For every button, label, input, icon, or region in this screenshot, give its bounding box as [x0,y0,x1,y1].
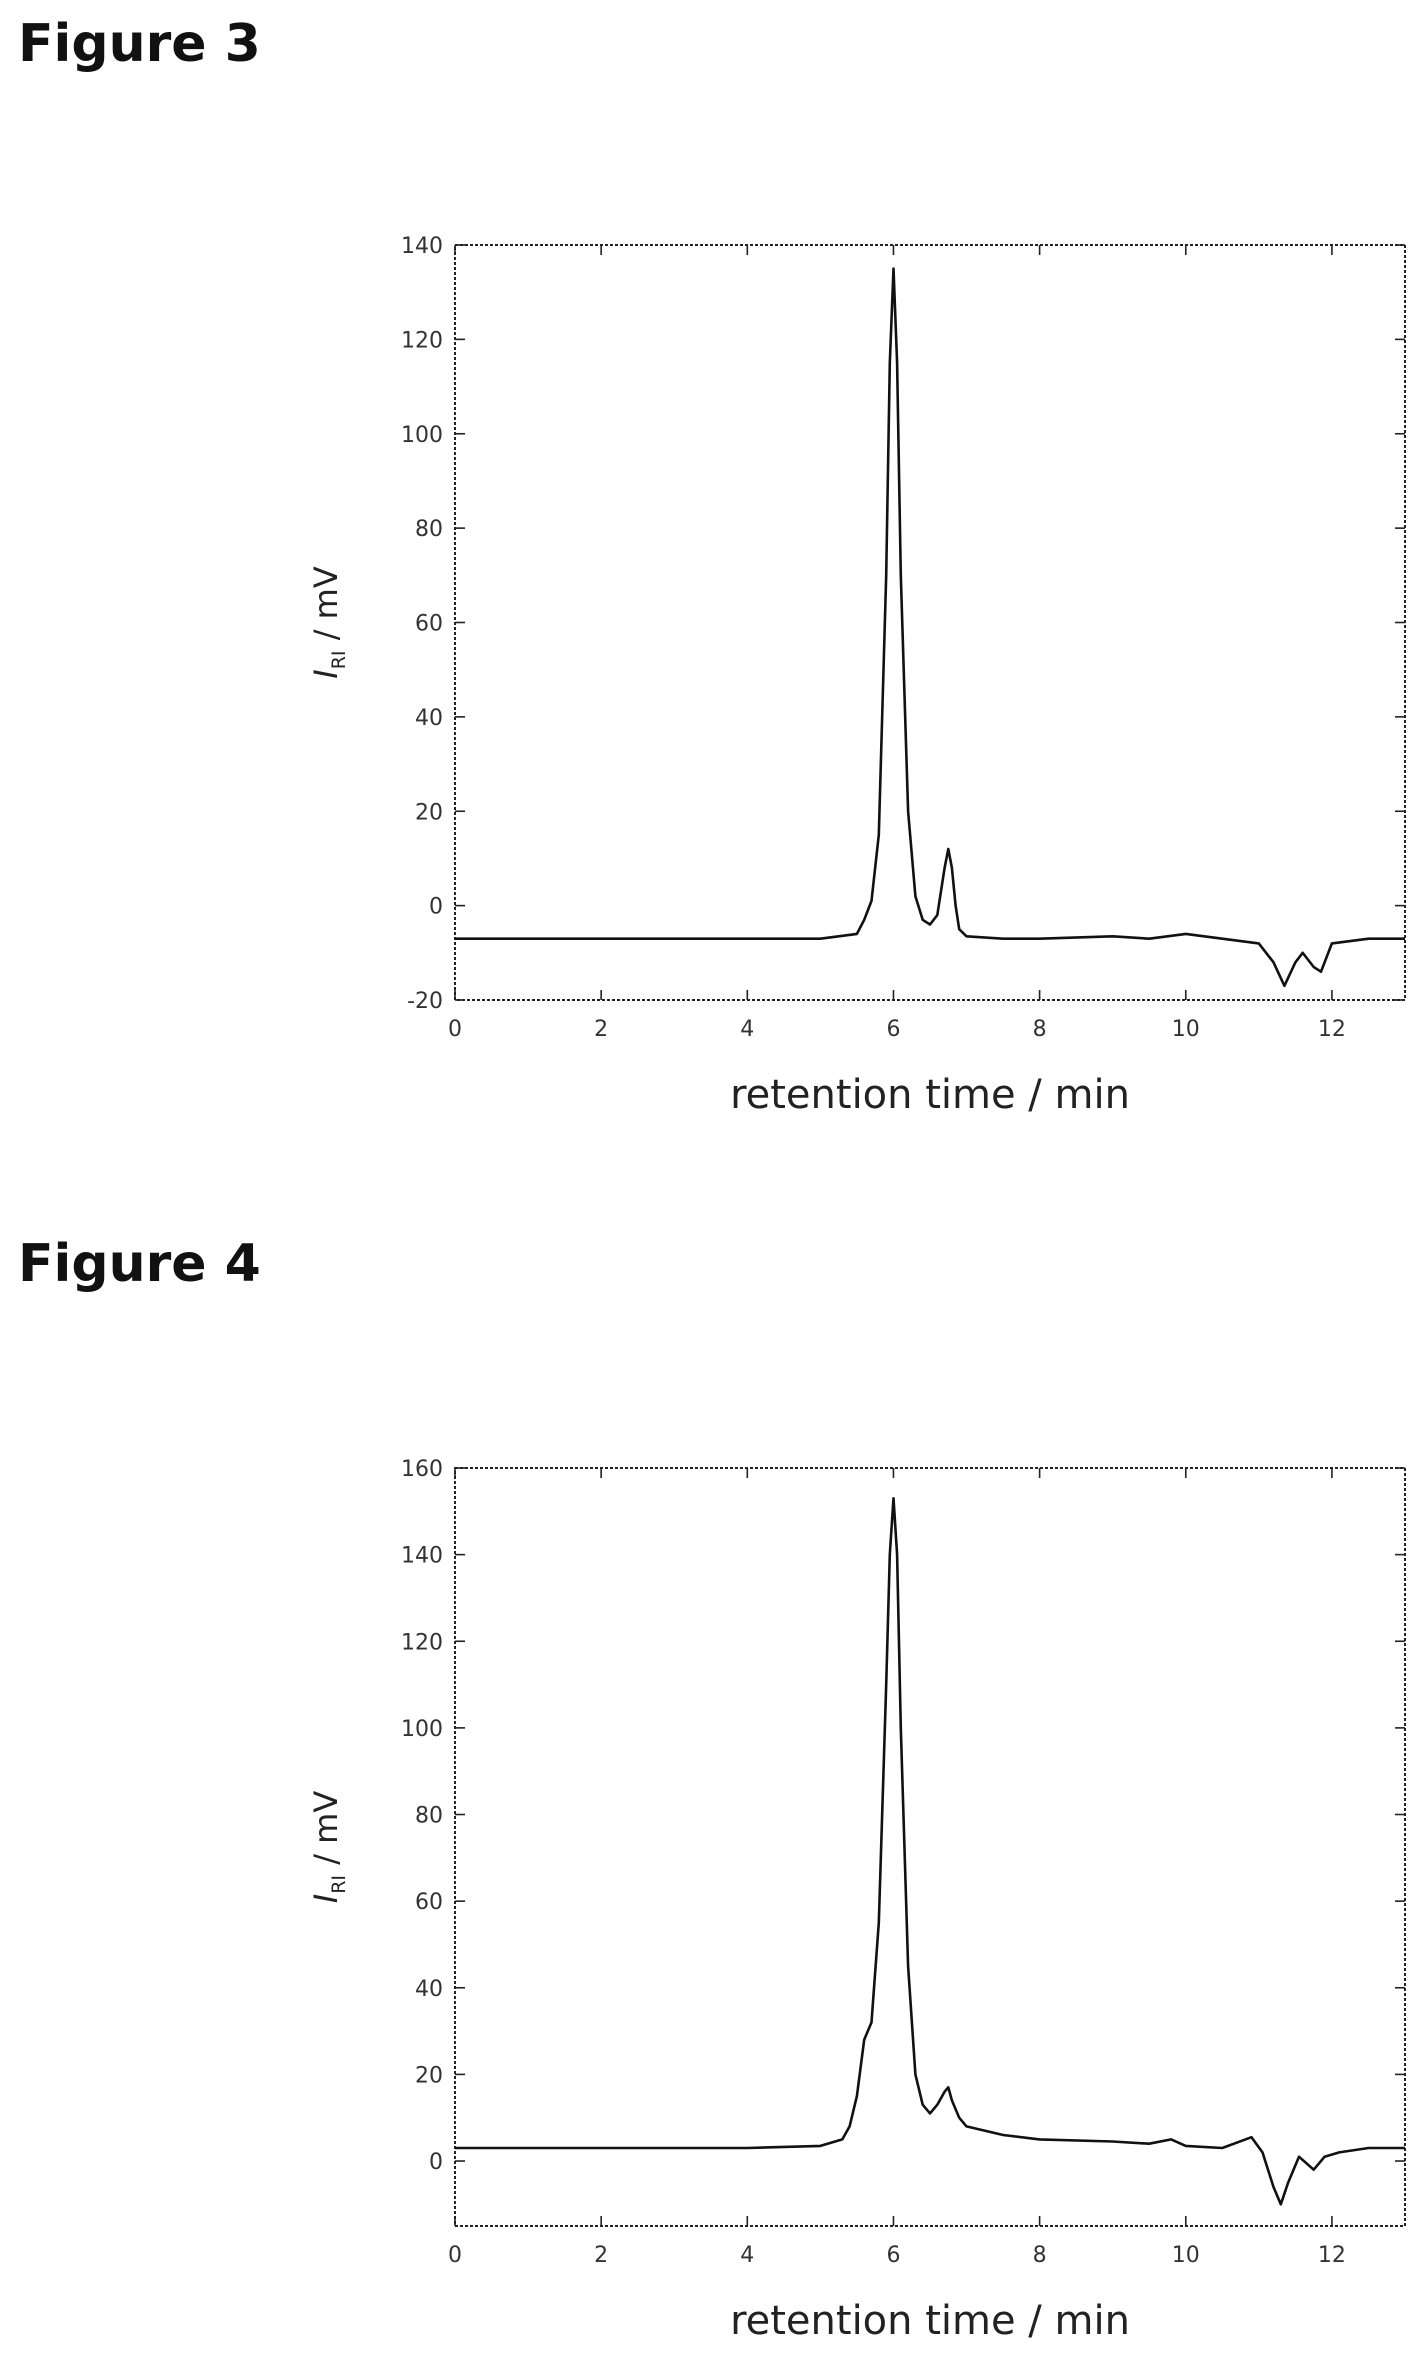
x-axis-label: retention time / min [730,1072,1130,1118]
x-tick-label: 0 [448,2243,462,2268]
figure-4-chart: 0 2 4 6 8 10 12020406080100120140160retention … [307,1457,1406,2344]
y-axis-label: IRI / mV [307,1791,350,1904]
x-tick-label: 8 [1033,1017,1047,1042]
y-tick-label: 40 [415,706,443,731]
chromatogram-trace [455,267,1405,988]
y-tick-label: 80 [415,1804,443,1829]
x-tick-label: 12 [1318,1017,1346,1042]
y-tick-label: 140 [401,1544,443,1569]
x-tick-label: 2 [594,2243,608,2268]
y-tick-label: 40 [415,1977,443,2002]
y-axis-label-unit: / mV [307,1791,345,1875]
y-tick-label: 20 [415,2063,443,2088]
y-axis-label-symbol: I [307,1894,345,1903]
y-tick-label: 120 [401,328,443,353]
y-tick-label: -20 [407,989,443,1014]
x-tick-label: 4 [740,1017,754,1042]
y-tick-label: 60 [415,1890,443,1915]
x-tick-label: 0 [448,1017,462,1042]
y-axis-label-unit: / mV [307,566,345,650]
y-tick-label: 100 [401,423,443,448]
y-tick-label: 100 [401,1717,443,1742]
x-tick-label: 4 [740,2243,754,2268]
x-tick-label: 10 [1172,2243,1200,2268]
x-tick-label: 10 [1172,1017,1200,1042]
plot-frame [454,244,1406,1001]
figure-3-chart: 0 2 4 6 8 10 12-20020406080100120140retention … [307,234,1406,1118]
figure-4-heading: Figure 4 [18,1234,261,1294]
y-tick-label: 60 [415,612,443,637]
plot-frame [454,1467,1406,2227]
x-tick-label: 8 [1033,2243,1047,2268]
x-tick-label: 6 [886,1017,900,1042]
x-tick-label: 12 [1318,2243,1346,2268]
y-tick-label: 0 [429,2150,443,2175]
y-tick-label: 120 [401,1630,443,1655]
y-tick-label: 0 [429,895,443,920]
x-tick-label: 2 [594,1017,608,1042]
y-tick-label: 140 [401,234,443,259]
y-axis-label-subscript: RI [328,1875,350,1894]
figure-3-heading: Figure 3 [18,14,261,74]
x-axis-label: retention time / min [730,2298,1130,2344]
y-axis-label-subscript: RI [328,650,350,669]
y-axis-label-symbol: I [307,669,345,678]
y-tick-label: 20 [415,800,443,825]
y-axis-label: IRI / mV [307,566,350,679]
chromatogram-trace [455,1497,1405,2206]
x-tick-label: 6 [886,2243,900,2268]
y-tick-label: 80 [415,517,443,542]
y-tick-label: 160 [401,1457,443,1482]
